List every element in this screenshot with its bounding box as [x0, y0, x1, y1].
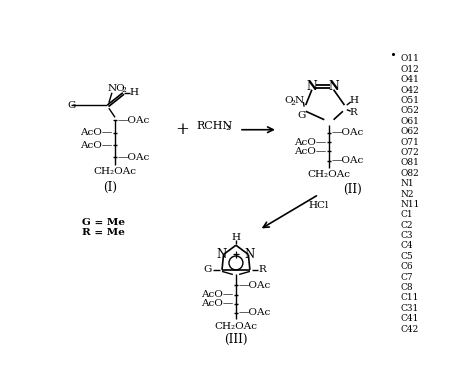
- Text: R = Me: R = Me: [82, 229, 126, 237]
- Text: AcO—: AcO—: [81, 140, 113, 150]
- Text: R: R: [258, 265, 266, 274]
- Text: C41: C41: [400, 314, 419, 323]
- Text: O72: O72: [400, 148, 419, 157]
- Text: C11: C11: [400, 293, 419, 303]
- Text: O41: O41: [400, 75, 419, 84]
- Text: C6: C6: [400, 262, 413, 271]
- Text: O52: O52: [400, 106, 419, 115]
- Text: N: N: [307, 80, 317, 93]
- Text: —OAc: —OAc: [331, 128, 364, 137]
- Text: C7: C7: [400, 273, 413, 282]
- Text: (II): (II): [343, 182, 362, 196]
- Text: O61: O61: [400, 117, 419, 126]
- Text: AcO—: AcO—: [201, 290, 234, 299]
- Text: O51: O51: [400, 96, 419, 105]
- Text: N: N: [328, 80, 339, 93]
- Text: 2: 2: [226, 124, 231, 132]
- Text: N2: N2: [400, 189, 414, 199]
- Text: N: N: [295, 96, 304, 105]
- Text: +: +: [175, 121, 189, 138]
- Text: C8: C8: [400, 283, 413, 292]
- Text: H: H: [349, 96, 358, 105]
- Text: O81: O81: [400, 158, 419, 167]
- Text: O71: O71: [400, 137, 419, 147]
- Text: R: R: [350, 108, 357, 117]
- Text: G: G: [204, 265, 212, 274]
- Text: G: G: [67, 100, 75, 109]
- Text: N: N: [245, 248, 255, 261]
- Text: CH₂OAc: CH₂OAc: [308, 170, 350, 179]
- Text: C5: C5: [400, 252, 413, 261]
- Text: —OAc: —OAc: [118, 153, 150, 162]
- Text: C2: C2: [400, 221, 413, 230]
- Text: —OAc: —OAc: [118, 116, 150, 125]
- Text: C1: C1: [400, 210, 413, 219]
- Text: (III): (III): [224, 333, 248, 346]
- Text: C3: C3: [400, 231, 413, 240]
- Text: N1: N1: [400, 179, 414, 188]
- Text: 2: 2: [121, 87, 126, 94]
- Text: O42: O42: [400, 86, 419, 95]
- Text: H: H: [129, 88, 138, 97]
- Text: (I): (I): [103, 181, 117, 194]
- Text: CH₂OAc: CH₂OAc: [93, 167, 137, 176]
- Text: 2: 2: [291, 99, 296, 107]
- Text: —OAc: —OAc: [238, 281, 271, 290]
- Text: NO: NO: [108, 84, 126, 93]
- Text: N: N: [217, 248, 227, 261]
- Text: O: O: [284, 96, 293, 105]
- Text: H: H: [231, 233, 240, 242]
- Text: AcO—: AcO—: [81, 128, 113, 137]
- Text: O62: O62: [400, 127, 419, 136]
- Text: C42: C42: [400, 325, 419, 334]
- Text: —OAc: —OAc: [331, 156, 364, 165]
- Text: AcO—: AcO—: [294, 137, 327, 147]
- Text: AcO—: AcO—: [294, 147, 327, 156]
- Text: AcO—: AcO—: [201, 299, 234, 308]
- Text: O12: O12: [400, 65, 419, 74]
- Text: —OAc: —OAc: [238, 308, 271, 317]
- Text: O82: O82: [400, 169, 419, 178]
- Text: CH₂OAc: CH₂OAc: [214, 322, 257, 331]
- Text: O11: O11: [400, 54, 419, 63]
- Text: RCHN: RCHN: [196, 121, 232, 131]
- Text: HCl: HCl: [309, 201, 329, 210]
- Text: C4: C4: [400, 241, 413, 251]
- Text: N11: N11: [400, 200, 419, 209]
- Text: G = Me: G = Me: [82, 218, 126, 227]
- Text: G: G: [298, 111, 306, 120]
- Text: C31: C31: [400, 304, 419, 313]
